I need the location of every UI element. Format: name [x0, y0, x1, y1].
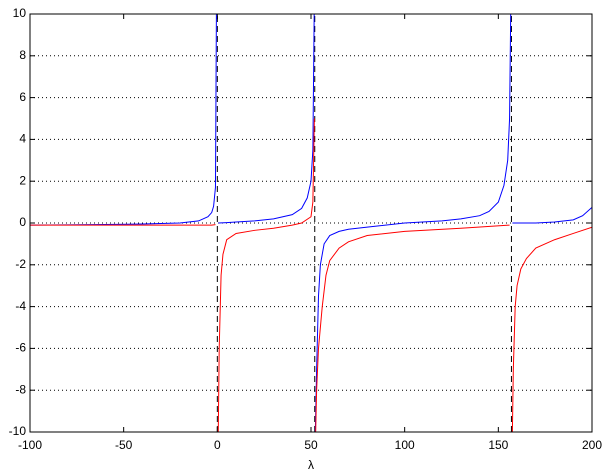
y-tick-label: -2	[15, 257, 26, 271]
x-tick-label: -100	[18, 438, 42, 452]
x-tick-label: -50	[115, 438, 133, 452]
y-tick-label: -4	[15, 299, 26, 313]
x-axis-label: λ	[308, 458, 314, 472]
plot-lines	[30, 14, 592, 432]
y-tick-label: 0	[19, 215, 26, 229]
y-tick-label: -8	[15, 382, 26, 396]
y-tick-label: -10	[9, 424, 27, 438]
x-tick-label: 150	[488, 438, 508, 452]
y-tick-label: 10	[13, 6, 27, 20]
axes-box	[29, 13, 593, 433]
series-line	[30, 118, 592, 432]
y-tick-label: 2	[19, 173, 26, 187]
y-tick-label: -6	[15, 341, 26, 355]
x-tick-label: 0	[214, 438, 221, 452]
series-line	[30, 14, 592, 432]
y-tick-label: 4	[19, 132, 26, 146]
x-tick-label: 200	[582, 438, 602, 452]
y-tick-label: 8	[19, 48, 26, 62]
x-tick-label: 50	[304, 438, 318, 452]
y-tick-label: 6	[19, 90, 26, 104]
x-tick-label: 100	[395, 438, 415, 452]
